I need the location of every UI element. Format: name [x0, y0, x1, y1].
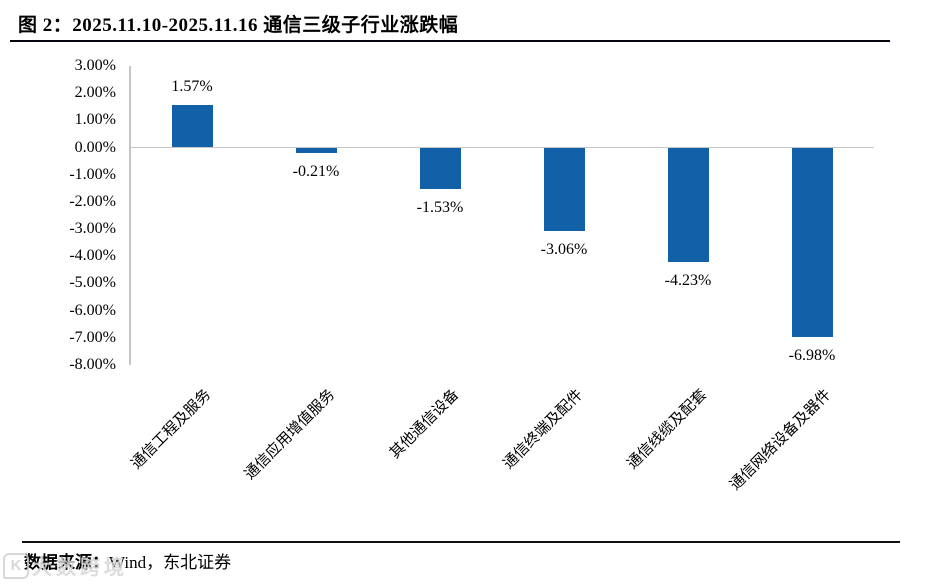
x-axis-category-label: 通信应用增值服务 — [241, 386, 339, 484]
bar — [791, 147, 833, 338]
x-axis-category-label: 通信网络设备及器件 — [727, 386, 835, 494]
footer-divider — [22, 541, 900, 543]
y-axis-tick-label: 3.00% — [74, 56, 116, 74]
y-axis-tick-label: -6.00% — [69, 301, 116, 319]
data-source-label: 数据来源： — [24, 553, 109, 572]
bar-chart: 3.00% 2.00% 1.00% 0.00% -1.00% -2.00% -3.00% -4… — [69, 56, 874, 494]
bar-value-label: -1.53% — [416, 199, 464, 217]
zero-baseline — [130, 146, 874, 149]
y-axis-line — [129, 66, 131, 365]
data-source-value: Wind，东北证券 — [109, 553, 232, 572]
y-axis-tick-label: -2.00% — [69, 192, 116, 210]
x-axis-category-label: 通信终端及配件 — [500, 386, 587, 473]
bar-value-label: -4.23% — [664, 272, 712, 290]
bar — [543, 147, 585, 231]
bar-value-label: -0.21% — [292, 163, 340, 181]
bar — [295, 147, 337, 154]
y-axis-tick-label: -1.00% — [69, 165, 116, 183]
y-axis-tick-label: -8.00% — [69, 355, 116, 373]
figure-title: 图 2：2025.11.10-2025.11.16 通信三级子行业涨跌幅 — [18, 15, 459, 36]
bar-value-label: 1.57% — [171, 77, 213, 95]
bar — [171, 104, 213, 148]
bar — [419, 147, 461, 190]
x-axis-category-label: 其他通信设备 — [387, 386, 463, 462]
y-axis-tick-label: 2.00% — [74, 84, 116, 102]
bar-value-label: -6.98% — [788, 347, 836, 365]
title-underline — [10, 40, 890, 43]
y-axis-tick-label: -7.00% — [69, 328, 116, 346]
y-axis-tick-label: -3.00% — [69, 220, 116, 238]
y-axis-tick-label: 1.00% — [74, 111, 116, 129]
y-axis-tick-label: 0.00% — [74, 138, 116, 156]
bar — [667, 147, 709, 263]
y-axis-tick-label: -5.00% — [69, 274, 116, 292]
bar-value-label: -3.06% — [540, 240, 588, 258]
x-axis-category-label: 通信工程及服务 — [128, 386, 215, 473]
x-axis-category-label: 通信线缆及配套 — [624, 386, 711, 473]
data-source-note: 数据来源：Wind，东北证券 — [24, 548, 231, 573]
y-axis-tick-label: -4.00% — [69, 247, 116, 265]
